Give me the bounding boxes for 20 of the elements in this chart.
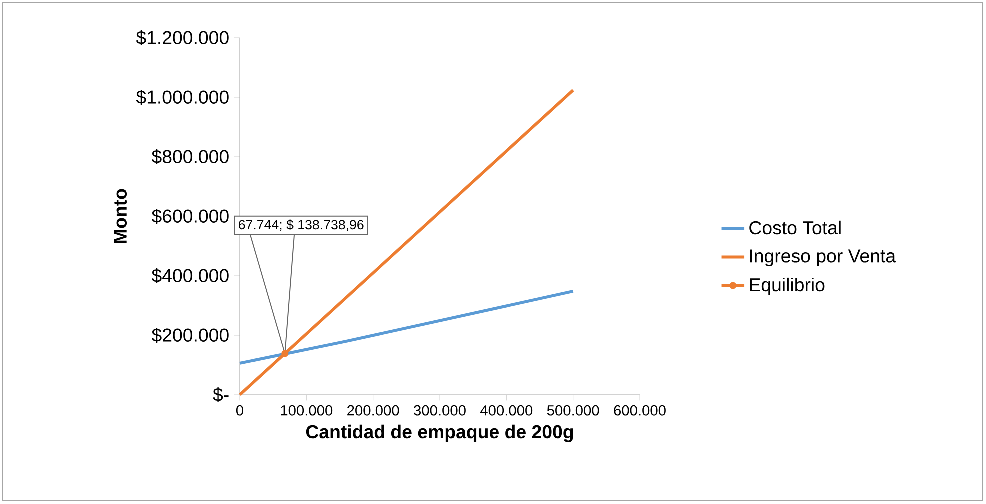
x-tick-label: 200.000 xyxy=(348,405,400,416)
legend-label: Equilibrio xyxy=(750,278,825,296)
y-axis-title: Monto xyxy=(114,189,128,244)
y-tick-label: $- xyxy=(213,387,229,403)
y-tick-label: $200.000 xyxy=(152,328,229,344)
x-tick-label: 0 xyxy=(236,405,244,416)
y-tick-label: $1.000.000 xyxy=(136,90,229,106)
x-tick-label: 400.000 xyxy=(480,405,533,416)
y-tick-label: $800.000 xyxy=(152,149,229,165)
legend-label: Ingreso por Venta xyxy=(750,250,896,266)
legend-label: Costo Total xyxy=(750,220,841,235)
y-tick-label: $1.200.000 xyxy=(136,30,229,46)
y-tick-label: $600.000 xyxy=(152,208,229,224)
y-tick-label: $400.000 xyxy=(152,268,229,284)
x-axis-title: Cantidad de empaque de 200g xyxy=(306,424,574,442)
x-tick-label: 300.000 xyxy=(414,405,466,416)
x-tick-label: 100.000 xyxy=(281,405,333,416)
annotation: 67.744; $ 138.738,96 xyxy=(239,220,364,232)
x-tick-label: 500.000 xyxy=(547,405,600,416)
x-tick-label: 600.000 xyxy=(614,405,666,416)
